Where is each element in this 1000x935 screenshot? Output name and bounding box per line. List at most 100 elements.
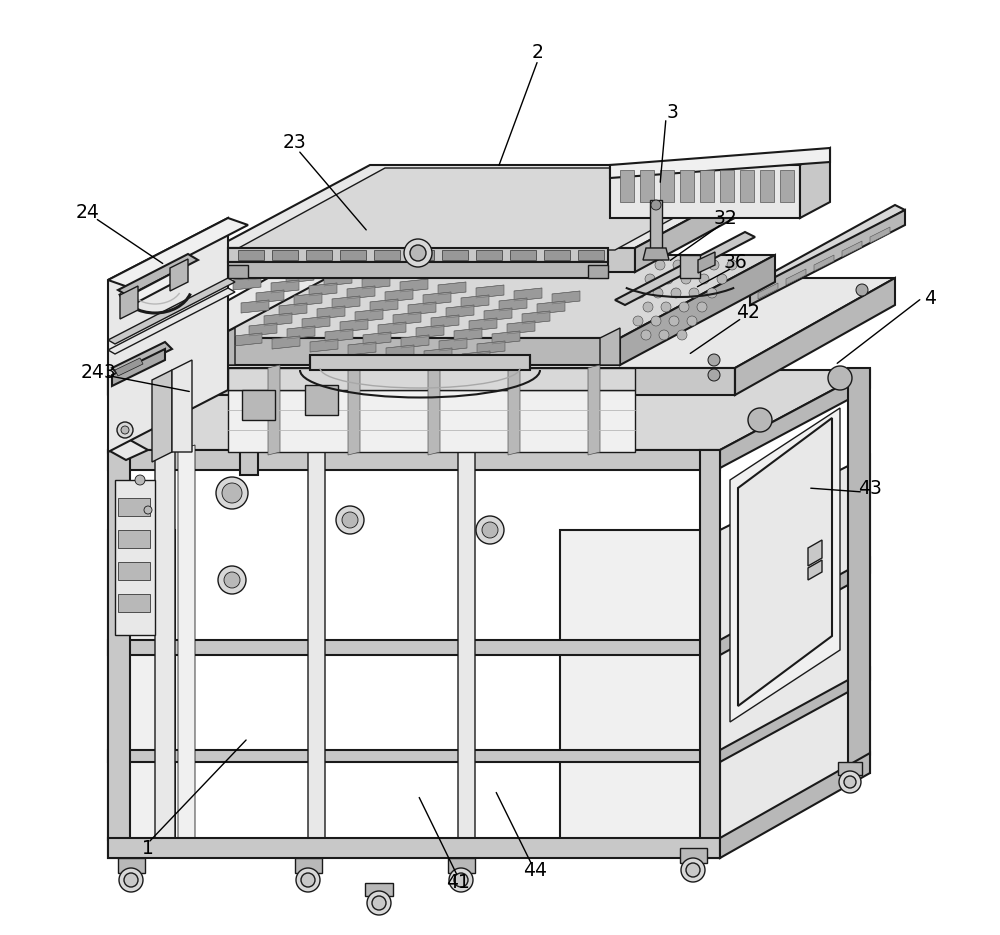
Circle shape xyxy=(114,369,126,381)
Polygon shape xyxy=(492,331,520,344)
Polygon shape xyxy=(112,349,165,386)
Polygon shape xyxy=(108,530,175,840)
Polygon shape xyxy=(620,255,775,365)
Polygon shape xyxy=(735,278,895,395)
Circle shape xyxy=(336,506,364,534)
Polygon shape xyxy=(178,445,195,838)
Polygon shape xyxy=(615,232,755,305)
Polygon shape xyxy=(720,668,870,762)
Polygon shape xyxy=(112,342,172,375)
Polygon shape xyxy=(172,360,192,452)
Polygon shape xyxy=(348,365,360,455)
Polygon shape xyxy=(660,170,674,202)
Polygon shape xyxy=(588,365,600,455)
Polygon shape xyxy=(740,170,754,202)
Polygon shape xyxy=(108,440,148,460)
Polygon shape xyxy=(355,309,383,322)
Polygon shape xyxy=(507,321,535,334)
Polygon shape xyxy=(374,250,400,260)
Polygon shape xyxy=(780,170,794,202)
Circle shape xyxy=(687,316,697,326)
Polygon shape xyxy=(309,283,337,296)
Polygon shape xyxy=(268,365,280,455)
Text: 3: 3 xyxy=(666,103,678,122)
Text: 243: 243 xyxy=(80,363,116,381)
Polygon shape xyxy=(228,390,635,452)
Polygon shape xyxy=(238,250,264,260)
Polygon shape xyxy=(730,408,840,722)
Polygon shape xyxy=(401,335,429,348)
Circle shape xyxy=(655,260,665,270)
Circle shape xyxy=(135,475,145,485)
Polygon shape xyxy=(720,170,734,202)
Circle shape xyxy=(645,274,655,284)
Polygon shape xyxy=(760,170,774,202)
Polygon shape xyxy=(643,248,669,260)
Polygon shape xyxy=(680,255,700,278)
Polygon shape xyxy=(448,858,475,873)
Polygon shape xyxy=(241,300,269,313)
Polygon shape xyxy=(698,252,715,273)
Polygon shape xyxy=(228,265,248,278)
Circle shape xyxy=(686,863,700,877)
Polygon shape xyxy=(108,368,735,395)
Polygon shape xyxy=(537,301,565,314)
Polygon shape xyxy=(108,278,235,344)
Polygon shape xyxy=(287,326,315,339)
Polygon shape xyxy=(378,322,406,335)
Polygon shape xyxy=(514,288,542,301)
Polygon shape xyxy=(424,348,452,361)
Polygon shape xyxy=(294,293,322,306)
Polygon shape xyxy=(508,365,520,455)
Polygon shape xyxy=(408,302,436,315)
Polygon shape xyxy=(310,355,530,370)
Polygon shape xyxy=(120,286,138,319)
Circle shape xyxy=(449,868,473,892)
Polygon shape xyxy=(610,165,800,218)
Polygon shape xyxy=(249,323,277,336)
Polygon shape xyxy=(271,280,299,293)
Text: 4: 4 xyxy=(924,289,936,308)
Polygon shape xyxy=(272,336,300,349)
Circle shape xyxy=(124,873,138,887)
Polygon shape xyxy=(484,308,512,321)
Circle shape xyxy=(216,477,248,509)
Circle shape xyxy=(659,330,669,340)
Polygon shape xyxy=(786,269,806,285)
Circle shape xyxy=(663,274,673,284)
Polygon shape xyxy=(108,218,228,452)
Circle shape xyxy=(717,274,727,284)
Circle shape xyxy=(121,426,129,434)
Polygon shape xyxy=(308,445,325,838)
Polygon shape xyxy=(454,328,482,341)
Circle shape xyxy=(673,260,683,270)
Polygon shape xyxy=(700,170,714,202)
Polygon shape xyxy=(476,285,504,298)
Circle shape xyxy=(828,366,852,390)
Polygon shape xyxy=(428,365,440,455)
Circle shape xyxy=(635,288,645,298)
Polygon shape xyxy=(256,290,284,303)
Circle shape xyxy=(681,858,705,882)
Polygon shape xyxy=(750,205,905,290)
Polygon shape xyxy=(115,358,143,376)
Circle shape xyxy=(272,284,284,296)
Polygon shape xyxy=(108,218,248,287)
Circle shape xyxy=(677,330,687,340)
Polygon shape xyxy=(108,640,720,655)
Polygon shape xyxy=(386,345,414,358)
Polygon shape xyxy=(295,858,322,873)
Polygon shape xyxy=(325,329,353,342)
Polygon shape xyxy=(720,753,870,858)
Polygon shape xyxy=(215,255,775,338)
Circle shape xyxy=(482,522,498,538)
Circle shape xyxy=(691,260,701,270)
Circle shape xyxy=(651,316,661,326)
Polygon shape xyxy=(758,283,778,299)
Circle shape xyxy=(709,260,719,270)
Circle shape xyxy=(476,516,504,544)
Polygon shape xyxy=(848,368,870,773)
Circle shape xyxy=(372,896,386,910)
Polygon shape xyxy=(560,530,720,840)
Circle shape xyxy=(679,302,689,312)
